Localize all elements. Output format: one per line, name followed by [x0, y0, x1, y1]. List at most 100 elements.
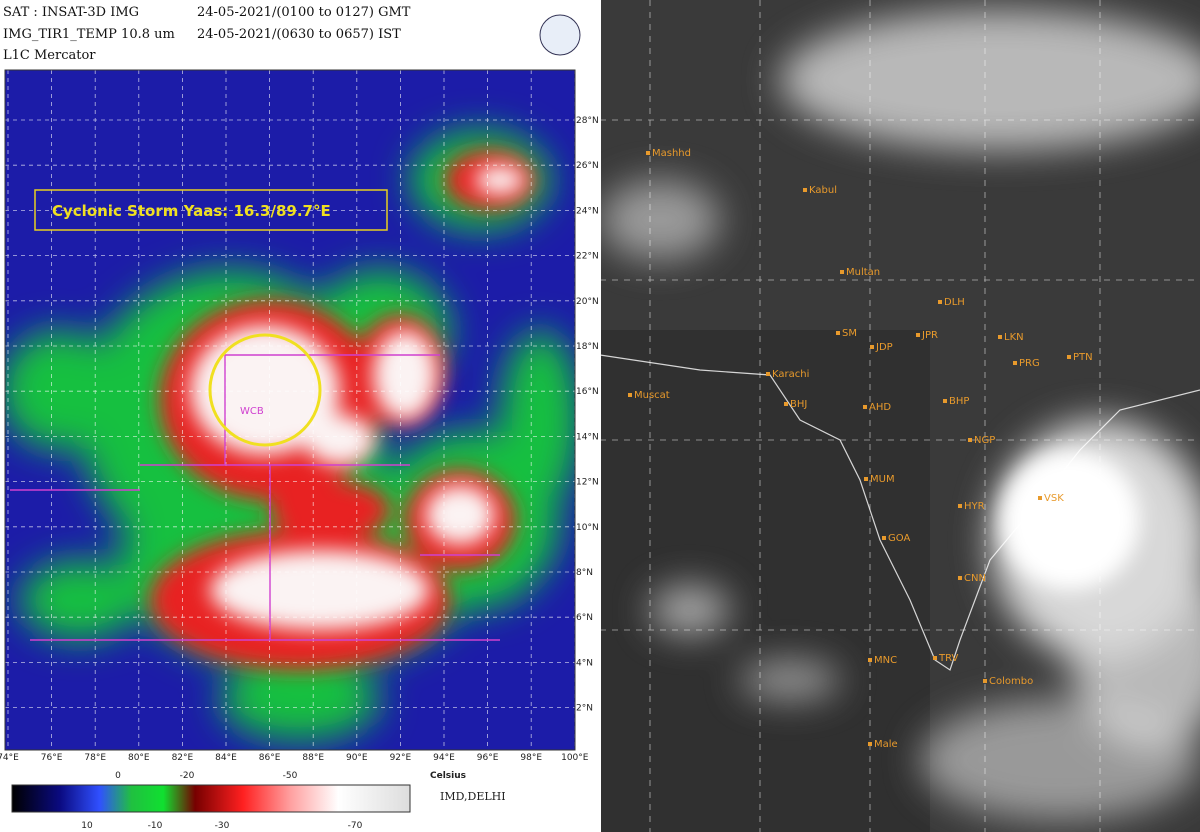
city-label: SM: [842, 328, 857, 339]
city-marker: [628, 393, 632, 397]
colorbar-label: -10: [148, 821, 163, 831]
city-marker: [870, 345, 874, 349]
lon-label: 86°E: [259, 753, 281, 763]
city-marker: [882, 536, 886, 540]
annotation: Cyclonic Storm Yaas: 16.3/89.7°E: [52, 202, 331, 220]
city-marker: [784, 402, 788, 406]
city-marker: [938, 300, 942, 304]
city-label: Colombo: [989, 676, 1033, 687]
lat-label: 6°N: [576, 613, 593, 623]
header-text: L1C Mercator: [3, 48, 96, 63]
city-marker: [983, 679, 987, 683]
credit: IMD,DELHI: [440, 790, 506, 803]
city-label: PRG: [1019, 358, 1040, 369]
lat-label: 10°N: [576, 523, 599, 533]
colorbar-unit: Celsius: [430, 771, 466, 781]
lon-label: 98°E: [520, 753, 542, 763]
city-marker: [943, 399, 947, 403]
city-marker: [646, 151, 650, 155]
city-label: Kabul: [809, 185, 837, 196]
logo: [539, 14, 581, 56]
city-marker: [998, 335, 1002, 339]
city-label: Multan: [846, 267, 880, 278]
lat-label: 28°N: [576, 116, 599, 126]
city-marker: [868, 742, 872, 746]
city-label: Male: [874, 739, 898, 750]
city-marker: [863, 405, 867, 409]
header-text: 24-05-2021/(0100 to 0127) GMT: [197, 5, 411, 20]
lon-label: 76°E: [41, 753, 63, 763]
city-marker: [868, 658, 872, 662]
lon-label: 94°E: [433, 753, 455, 763]
lon-label: 80°E: [128, 753, 150, 763]
city-label: JDP: [875, 342, 893, 353]
city-label: Karachi: [772, 369, 809, 380]
city-label: MNC: [874, 655, 897, 666]
city-label: CNN: [964, 573, 986, 584]
lon-label: 100°E: [561, 753, 589, 763]
city-marker: [803, 188, 807, 192]
city-marker: [864, 477, 868, 481]
header-text: SAT : INSAT-3D IMG: [3, 5, 139, 20]
colorbar-label: -20: [180, 771, 195, 781]
center-label: WCB: [240, 406, 264, 417]
lat-label: 2°N: [576, 704, 593, 714]
city-label: Muscat: [634, 390, 670, 401]
lat-label: 14°N: [576, 432, 599, 442]
city-label: JPR: [921, 330, 938, 341]
visible-image: Mashhd Kabul Multan Karachi Muscat SM JDP JPR DL…: [600, 0, 1200, 832]
lon-label: 78°E: [84, 753, 106, 763]
city-marker: [1038, 496, 1042, 500]
city-label: HYR: [964, 501, 985, 512]
city-label: TRV: [938, 653, 959, 664]
lat-label: 26°N: [576, 161, 599, 171]
lat-label: 18°N: [576, 342, 599, 352]
city-marker: [1013, 361, 1017, 365]
lat-label: 24°N: [576, 206, 599, 216]
city-marker: [933, 656, 937, 660]
lat-label: 22°N: [576, 252, 599, 262]
lat-label: 12°N: [576, 478, 599, 488]
city-marker: [958, 576, 962, 580]
colorbar-label: 0: [115, 771, 121, 781]
header-text: IMG_TIR1_TEMP 10.8 um: [3, 27, 175, 42]
lon-label: 92°E: [390, 753, 412, 763]
lat-label: 16°N: [576, 387, 599, 397]
city-marker: [836, 331, 840, 335]
lon-label: 82°E: [172, 753, 194, 763]
city-label: AHD: [869, 402, 891, 413]
city-marker: [958, 504, 962, 508]
city-marker: [968, 438, 972, 442]
colorbar-label: -50: [283, 771, 298, 781]
city-label: MUM: [870, 474, 895, 485]
lat-label: 8°N: [576, 568, 593, 578]
storm-circle: [208, 333, 322, 447]
city-label: NGP: [974, 435, 995, 446]
city-label: Mashhd: [652, 148, 691, 159]
city-marker: [766, 372, 770, 376]
city-marker: [840, 270, 844, 274]
lon-label: 90°E: [346, 753, 368, 763]
annotation-box: [34, 189, 388, 231]
lon-label: 88°E: [302, 753, 324, 763]
lat-label: 20°N: [576, 297, 599, 307]
ir-image: [5, 70, 575, 750]
city-label: GOA: [888, 533, 910, 544]
city-label: DLH: [944, 297, 965, 308]
lon-label: 74°E: [0, 753, 19, 763]
header-text: 24-05-2021/(0630 to 0657) IST: [197, 27, 401, 42]
city-label: VSK: [1044, 493, 1064, 504]
city-label: PTN: [1073, 352, 1093, 363]
city-label: BHJ: [790, 399, 807, 410]
colorbar: [11, 784, 411, 813]
city-label: LKN: [1004, 332, 1024, 343]
lon-label: 96°E: [477, 753, 499, 763]
city-label: BHP: [949, 396, 969, 407]
map-frame: [4, 69, 576, 751]
colorbar-label: 10: [81, 821, 93, 831]
colorbar-label: -70: [348, 821, 363, 831]
city-marker: [1067, 355, 1071, 359]
lat-label: 4°N: [576, 658, 593, 668]
